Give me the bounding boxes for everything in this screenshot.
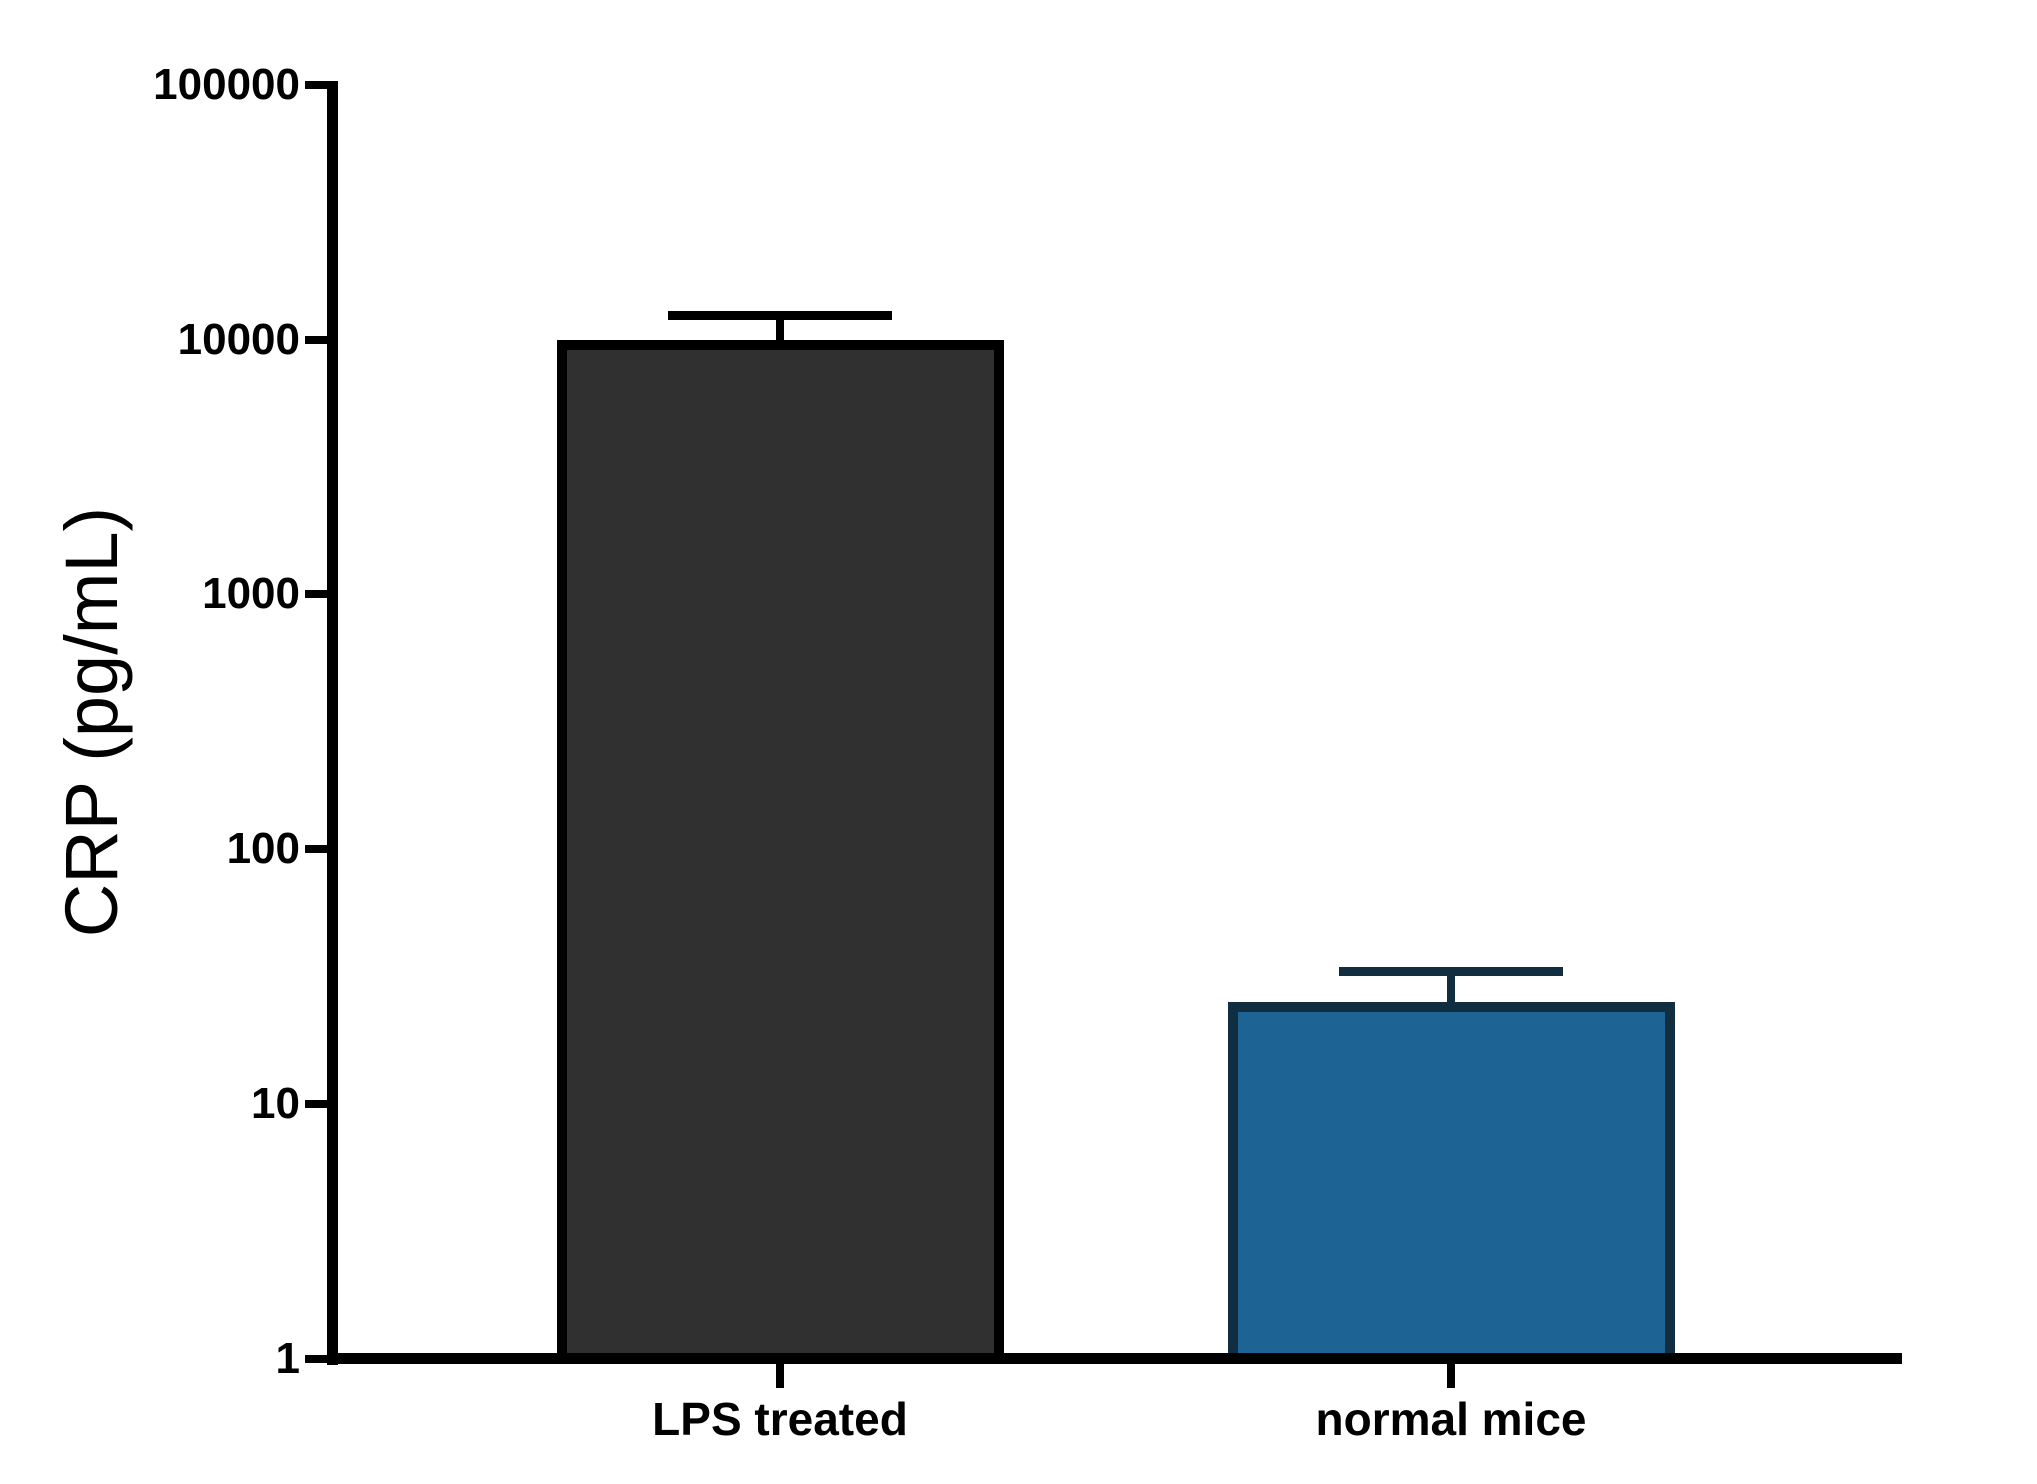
y-tick-label: 10000	[177, 314, 300, 364]
error-bar-cap	[668, 310, 892, 320]
bar-normal-mice	[1227, 1002, 1675, 1364]
x-axis-tick	[776, 1364, 784, 1388]
y-axis-tick	[305, 81, 327, 89]
y-axis-tick	[305, 335, 327, 344]
category-label: normal mice	[1315, 1393, 1587, 1445]
error-bar-stem	[1447, 971, 1455, 1015]
y-axis-tick	[305, 1354, 327, 1363]
y-tick-label: 100000	[153, 60, 300, 109]
error-bar-stem	[776, 315, 784, 352]
y-tick-label: 10	[251, 1078, 300, 1128]
error-bar-cap	[1339, 967, 1563, 977]
y-tick-label: 1	[275, 1333, 300, 1383]
y-tick-label: 1000	[202, 569, 300, 619]
x-axis-tick	[1447, 1364, 1455, 1388]
y-axis-tick	[305, 590, 327, 599]
y-axis-title: CRP (pg/mL)	[50, 506, 133, 938]
y-axis-tick	[305, 1099, 327, 1108]
y-axis-line	[327, 81, 338, 1365]
y-axis-tick	[305, 845, 327, 854]
y-tick-label: 100	[226, 824, 300, 874]
bar-lps-treated	[556, 339, 1004, 1364]
category-label: LPS treated	[652, 1393, 908, 1445]
x-axis-line	[327, 1353, 1902, 1364]
